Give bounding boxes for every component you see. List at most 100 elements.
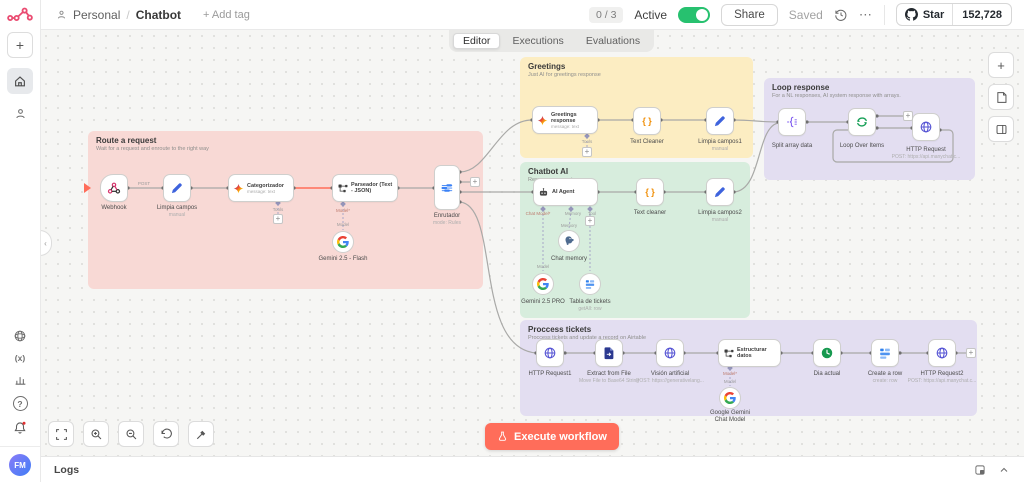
globe-icon: [663, 346, 677, 360]
node-extract-from-file[interactable]: [595, 339, 623, 367]
sidebar-item-templates[interactable]: [13, 329, 27, 343]
node-limpia-campos1[interactable]: [706, 107, 734, 135]
connector-label-model: Model: [336, 222, 350, 227]
chevron-up-icon[interactable]: [998, 464, 1010, 476]
tab-evaluations[interactable]: Evaluations: [585, 35, 641, 47]
group-title: Chatbot AI: [528, 167, 569, 176]
tab-executions[interactable]: Executions: [512, 35, 564, 47]
breadcrumb-project[interactable]: Personal: [73, 7, 121, 22]
node-text-cleaner[interactable]: [633, 107, 661, 135]
home-icon: [15, 76, 25, 87]
add-sticky-note-button[interactable]: [988, 84, 1014, 110]
history-icon[interactable]: [834, 8, 848, 22]
node-gemini-flash[interactable]: [332, 231, 354, 253]
node-greetings-response[interactable]: Greetings response message: text: [532, 106, 598, 134]
node-subtitle: Move File to Base64 String: [578, 378, 640, 384]
toggle-panel-button[interactable]: [988, 116, 1014, 142]
popout-panel-icon[interactable]: [974, 464, 986, 476]
connector-label-model-required: Model*: [722, 371, 737, 376]
node-webhook[interactable]: [100, 174, 128, 202]
node-estructurar-datos[interactable]: Estructurar datos: [718, 339, 781, 367]
add-node-panel-button[interactable]: +: [988, 52, 1014, 78]
globe-icon: [935, 346, 949, 360]
n8n-logo: [7, 7, 33, 21]
zoom-in-button[interactable]: [83, 421, 109, 447]
globe-icon: [543, 346, 557, 360]
add-node-button[interactable]: +: [582, 147, 592, 157]
issues-badge[interactable]: 0 / 3: [588, 6, 624, 23]
node-loop-over-items[interactable]: [848, 108, 876, 136]
add-node-button[interactable]: +: [966, 348, 976, 358]
sidebar-item-notifications[interactable]: [13, 421, 27, 435]
node-label: Visión artificial: [650, 371, 690, 377]
add-node-button[interactable]: +: [585, 216, 595, 226]
node-split-array-data[interactable]: [778, 108, 806, 136]
node-chat-memory[interactable]: [558, 230, 580, 252]
active-toggle[interactable]: [678, 6, 711, 23]
node-gemini-pro[interactable]: [532, 273, 554, 295]
add-node-button[interactable]: +: [470, 177, 480, 187]
node-limpia-campos[interactable]: [163, 174, 191, 202]
node-subtitle: create: row: [872, 378, 898, 384]
edit-pencil-icon: [713, 185, 727, 199]
more-menu-button[interactable]: ⋯: [858, 6, 873, 22]
zoom-out-icon: [126, 429, 136, 439]
structured-output-icon: [723, 348, 734, 359]
node-label: Extract from File: [587, 371, 631, 377]
group-process-tickets[interactable]: Proccess tickets Proccess tickets and up…: [520, 320, 977, 416]
workflow-name[interactable]: Chatbot: [135, 7, 182, 22]
node-vision-artificial[interactable]: [656, 339, 684, 367]
tidy-up-button[interactable]: [188, 421, 214, 447]
github-star-widget[interactable]: Star 152,728: [895, 3, 1012, 26]
node-categorizador[interactable]: Categorizador message: text: [228, 174, 294, 202]
node-subtitle: manual: [711, 217, 729, 223]
switch-icon: [440, 181, 454, 195]
split-panel-icon: [996, 124, 1006, 134]
node-label: Text cleaner: [633, 210, 667, 216]
logs-panel[interactable]: Logs: [40, 456, 1024, 482]
share-button[interactable]: Share: [721, 3, 778, 26]
node-enrutador[interactable]: [434, 165, 460, 210]
logs-title: Logs: [54, 463, 80, 476]
node-http-request2[interactable]: [928, 339, 956, 367]
sidebar-item-variables[interactable]: (x): [15, 353, 25, 363]
sidebar-item-personal[interactable]: [14, 107, 27, 120]
execute-workflow-button[interactable]: Execute workflow: [485, 423, 619, 450]
help-icon: ?: [12, 396, 28, 411]
add-node-button[interactable]: +: [273, 214, 283, 224]
add-node-button[interactable]: +: [903, 111, 913, 121]
zoom-out-button[interactable]: [118, 421, 144, 447]
node-google-gemini-chat-model[interactable]: [719, 387, 741, 409]
connector-label-tool: Tool: [587, 211, 597, 216]
node-label: Gemini 2.5 PRO: [521, 299, 565, 305]
group-route-a-request[interactable]: Route a request Wait for a request and e…: [88, 131, 483, 289]
node-text-cleaner2[interactable]: [636, 178, 664, 206]
sidebar-item-home[interactable]: [7, 68, 33, 94]
node-http-request1[interactable]: [536, 339, 564, 367]
node-label: Split array data: [771, 143, 813, 149]
node-dia-actual[interactable]: [813, 339, 841, 367]
node-parseador[interactable]: Parseador (Text - JSON): [332, 174, 398, 202]
file-icon: [602, 346, 616, 360]
node-limpia-campos2[interactable]: [706, 178, 734, 206]
node-create-a-row[interactable]: [871, 339, 899, 367]
node-ai-agent[interactable]: AI Agent: [533, 178, 598, 206]
node-tabla-de-tickets[interactable]: [579, 273, 601, 295]
user-avatar[interactable]: FM: [9, 454, 31, 476]
node-label: AI Agent: [552, 189, 575, 195]
node-label: Limpia campos1: [698, 139, 742, 145]
node-subtitle: POST: https://api.manychat.c...: [907, 378, 977, 384]
connector-label-memory: Memory: [564, 211, 582, 216]
undo-button[interactable]: [153, 421, 179, 447]
sidebar-item-insights[interactable]: [14, 373, 27, 386]
add-workflow-button[interactable]: +: [7, 32, 33, 58]
undo-icon: [161, 428, 172, 439]
tab-editor[interactable]: Editor: [453, 33, 501, 49]
loop-icon: [855, 115, 869, 129]
add-tag-button[interactable]: + Add tag: [203, 8, 250, 21]
group-title: Route a request: [96, 136, 157, 145]
node-http-request[interactable]: [912, 113, 940, 141]
sidebar-item-help[interactable]: ?: [12, 396, 28, 411]
node-label: Categorizador: [247, 182, 284, 189]
fit-view-button[interactable]: [48, 421, 74, 447]
